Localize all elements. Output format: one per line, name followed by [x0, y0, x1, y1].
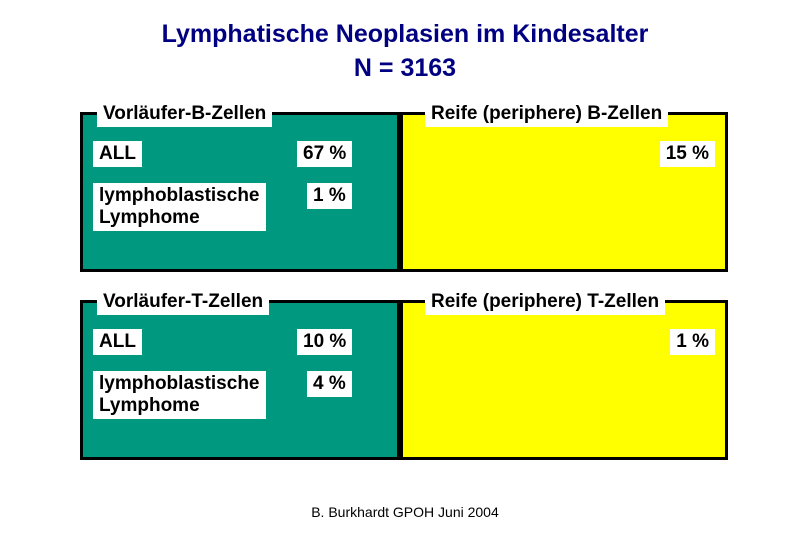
label-lympho-b: lymphoblastische Lymphome — [93, 183, 266, 231]
slide-title: Lymphatische Neoplasien im Kindesalter N… — [0, 0, 810, 86]
label-all-t: ALL — [93, 329, 142, 355]
pct-all-t: 10 % — [297, 329, 352, 355]
pct-lympho-t: 4 % — [307, 371, 352, 397]
title-line-2: N = 3163 — [0, 52, 810, 86]
header-reife-b: Reife (periphere) B-Zellen — [425, 101, 668, 127]
panel-reife-b: Reife (periphere) B-Zellen 15 % — [400, 112, 728, 272]
panel-vorlaeufer-b: Vorläufer-B-Zellen ALL 67 % lymphoblasti… — [80, 112, 400, 272]
header-vorlaeufer-b: Vorläufer-B-Zellen — [97, 101, 272, 127]
pct-lympho-b: 1 % — [307, 183, 352, 209]
panel-vorlaeufer-t: Vorläufer-T-Zellen ALL 10 % lymphoblasti… — [80, 300, 400, 460]
title-line-1: Lymphatische Neoplasien im Kindesalter — [0, 18, 810, 52]
pct-reife-t: 1 % — [670, 329, 715, 355]
panel-reife-t: Reife (periphere) T-Zellen 1 % — [400, 300, 728, 460]
label-all-b: ALL — [93, 141, 142, 167]
label-lympho-t: lymphoblastische Lymphome — [93, 371, 266, 419]
header-reife-t: Reife (periphere) T-Zellen — [425, 289, 665, 315]
header-vorlaeufer-t: Vorläufer-T-Zellen — [97, 289, 269, 315]
footer-credit: B. Burkhardt GPOH Juni 2004 — [0, 504, 810, 520]
pct-all-b: 67 % — [297, 141, 352, 167]
pct-reife-b: 15 % — [660, 141, 715, 167]
